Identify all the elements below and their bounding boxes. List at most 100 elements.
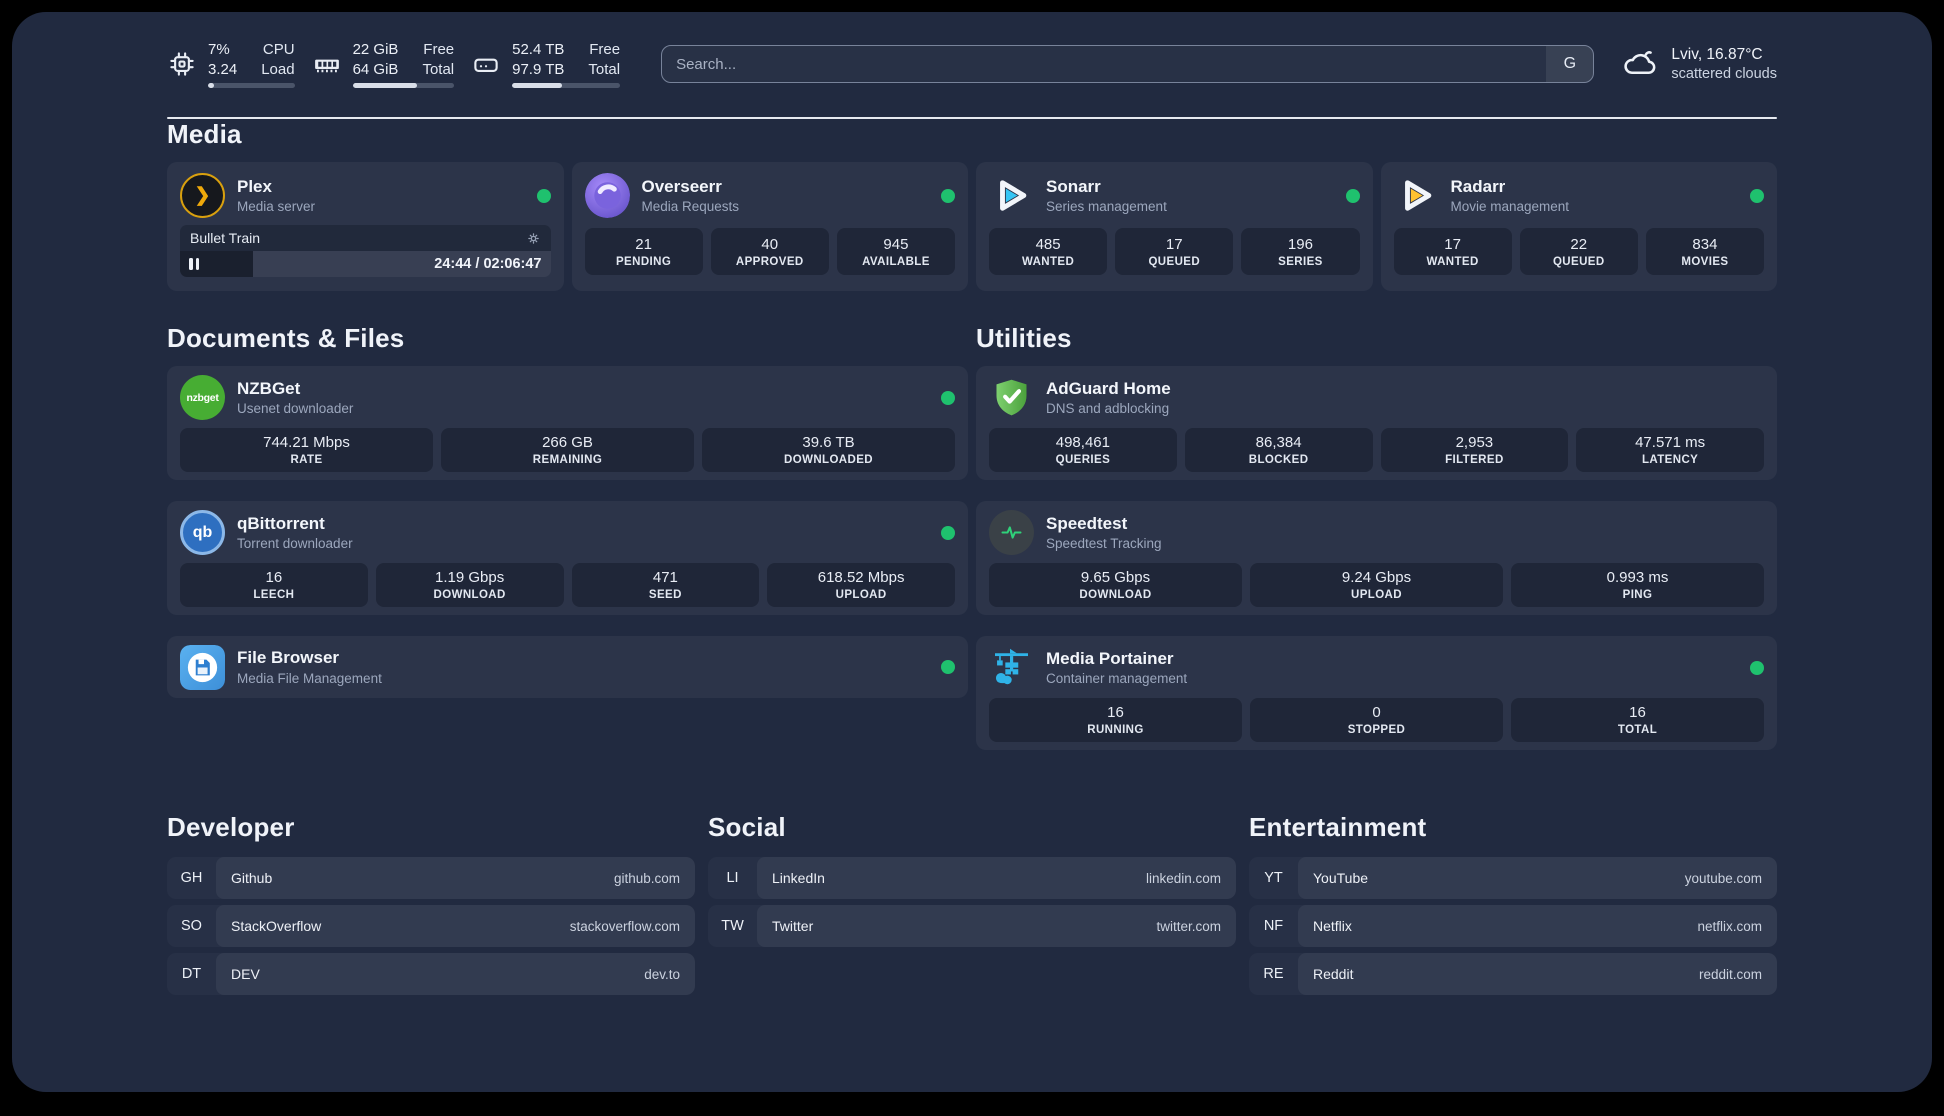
memory-label1: Free — [423, 40, 455, 58]
stat-value: 485 — [1035, 235, 1061, 253]
app-card-qbittorrent[interactable]: qb qBittorrent Torrent downloader 16 LEE… — [167, 501, 968, 615]
pause-icon[interactable] — [189, 258, 199, 270]
stat-tile: 744.21 Mbps RATE — [180, 428, 433, 472]
section-title-social: Social — [708, 812, 786, 842]
stat-tile: 16 RUNNING — [989, 698, 1242, 742]
ram-icon — [314, 59, 339, 73]
stat-tile: 471 SEED — [571, 563, 760, 607]
player-progress-fill — [180, 251, 253, 277]
link-row-stackoverflow[interactable]: SO StackOverflow stackoverflow.com — [167, 905, 695, 947]
stat-label: PING — [1622, 589, 1653, 601]
link-abbr: TW — [721, 918, 744, 934]
stat-label: LEECH — [253, 589, 295, 601]
stat-label: DOWNLOAD — [1079, 589, 1152, 601]
app-subtitle: Series management — [1046, 199, 1167, 215]
stat-tile: 0.993 ms PING — [1511, 563, 1764, 607]
player-settings-icon[interactable] — [526, 231, 541, 246]
storage-total: 97.9 TB — [512, 60, 565, 78]
plex-icon: ❯ — [180, 173, 225, 218]
stat-label: UPLOAD — [835, 589, 887, 601]
stat-label: RUNNING — [1087, 724, 1144, 736]
link-row-twitter[interactable]: TW Twitter twitter.com — [708, 905, 1236, 947]
middle-grid: Documents & Files nzbget NZBGet Usenet d… — [167, 323, 1777, 750]
status-dot — [941, 188, 955, 203]
cpu-icon — [170, 52, 194, 76]
app-card-plex[interactable]: ❯ Plex Media server Bullet Train — [167, 162, 564, 291]
qbittorrent-icon: qb — [180, 510, 225, 555]
app-card-sonarr[interactable]: Sonarr Series management 485 WANTED 17 Q… — [976, 162, 1373, 291]
storage-progress-fill — [512, 83, 562, 89]
app-card-radarr[interactable]: Radarr Movie management 17 WANTED 22 QUE… — [1380, 162, 1777, 291]
section-title-documents: Documents & Files — [167, 323, 405, 353]
stat-tile: 17 WANTED — [1393, 228, 1512, 275]
media-grid: ❯ Plex Media server Bullet Train — [167, 162, 1777, 291]
app-title: NZBGet — [237, 378, 301, 398]
link-url: twitter.com — [1156, 918, 1221, 934]
stat-value: 0 — [1372, 704, 1381, 721]
app-card-adguard[interactable]: AdGuard Home DNS and adblocking 498,461 … — [976, 366, 1777, 480]
stat-value: 834 — [1692, 235, 1718, 253]
app-title: Radarr — [1450, 176, 1506, 196]
link-abbr: NF — [1263, 918, 1284, 934]
stat-label: DOWNLOADED — [784, 454, 873, 466]
nzbget-icon: nzbget — [180, 375, 225, 420]
app-card-overseerr[interactable]: Overseerr Media Requests 21 PENDING 40 A… — [571, 162, 968, 291]
stat-tile: 0 STOPPED — [1250, 698, 1503, 742]
stat-label: MOVIES — [1681, 255, 1729, 268]
filebrowser-icon — [180, 644, 225, 690]
developer-column: Developer GH Github github.com SO StackO… — [167, 812, 695, 1001]
link-row-github[interactable]: GH Github github.com — [167, 857, 695, 899]
app-card-speedtest[interactable]: Speedtest Speedtest Tracking 9.65 Gbps D… — [976, 501, 1777, 615]
stat-tile: 47.571 ms LATENCY — [1576, 428, 1764, 472]
stat-value: 9.24 Gbps — [1341, 569, 1412, 586]
app-subtitle: Media server — [237, 199, 316, 215]
storage-free: 52.4 TB — [512, 40, 565, 58]
app-title: qBittorrent — [237, 513, 325, 533]
app-card-portainer[interactable]: Media Portainer Container management 16 … — [976, 636, 1777, 750]
link-url: netflix.com — [1697, 918, 1762, 934]
app-subtitle: Movie management — [1450, 199, 1570, 215]
section-title-utilities: Utilities — [976, 323, 1072, 353]
player-progress-bar[interactable]: 24:44 / 02:06:47 — [180, 251, 551, 277]
stat-value: 17 — [1165, 235, 1183, 253]
link-name: StackOverflow — [231, 918, 322, 934]
weather-widget: Lviv, 16.87°C scattered clouds — [1620, 45, 1777, 83]
link-abbr: DT — [181, 966, 202, 982]
stat-label: PENDING — [615, 255, 672, 268]
stat-tile: 266 GB REMAINING — [441, 428, 694, 472]
search-provider-button[interactable]: G — [1546, 46, 1594, 82]
stat-tile: 86,384 BLOCKED — [1184, 428, 1373, 472]
stat-tile: 39.6 TB DOWNLOADED — [702, 428, 955, 472]
speedtest-icon — [989, 510, 1034, 555]
links-grid: Developer GH Github github.com SO StackO… — [167, 812, 1777, 1001]
link-url: github.com — [613, 870, 680, 886]
app-subtitle: Media Requests — [641, 199, 740, 215]
link-row-netflix[interactable]: NF Netflix netflix.com — [1249, 905, 1777, 947]
app-card-nzbget[interactable]: nzbget NZBGet Usenet downloader 744.21 M… — [167, 366, 968, 480]
link-row-dev[interactable]: DT DEV dev.to — [167, 953, 695, 995]
status-dot — [941, 390, 955, 405]
search-input[interactable] — [662, 46, 1547, 82]
stat-tile: 16 TOTAL — [1511, 698, 1764, 742]
stat-tile: 9.24 Gbps UPLOAD — [1250, 563, 1503, 607]
app-subtitle: Torrent downloader — [237, 536, 353, 552]
stat-label: QUERIES — [1055, 454, 1111, 466]
app-subtitle: DNS and adblocking — [1046, 401, 1170, 417]
storage-label2: Total — [588, 60, 621, 78]
status-dot — [536, 188, 551, 203]
stat-value: 22 — [1570, 235, 1588, 253]
link-row-linkedin[interactable]: LI LinkedIn linkedin.com — [708, 857, 1236, 899]
stat-label: WANTED — [1426, 255, 1479, 268]
stat-label: QUEUED — [1552, 255, 1605, 268]
stat-value: 86,384 — [1255, 434, 1302, 451]
app-card-filebrowser[interactable]: File Browser Media File Management — [167, 636, 968, 698]
link-url: dev.to — [644, 966, 680, 982]
link-row-youtube[interactable]: YT YouTube youtube.com — [1249, 857, 1777, 899]
stat-label: BLOCKED — [1248, 454, 1309, 466]
stat-tile: 485 WANTED — [989, 228, 1108, 275]
link-url: youtube.com — [1684, 870, 1762, 886]
cpu-percent: 7% — [208, 40, 230, 58]
link-row-reddit[interactable]: RE Reddit reddit.com — [1249, 953, 1777, 995]
cpu-progress-track — [208, 83, 295, 89]
status-dot — [1750, 188, 1764, 203]
